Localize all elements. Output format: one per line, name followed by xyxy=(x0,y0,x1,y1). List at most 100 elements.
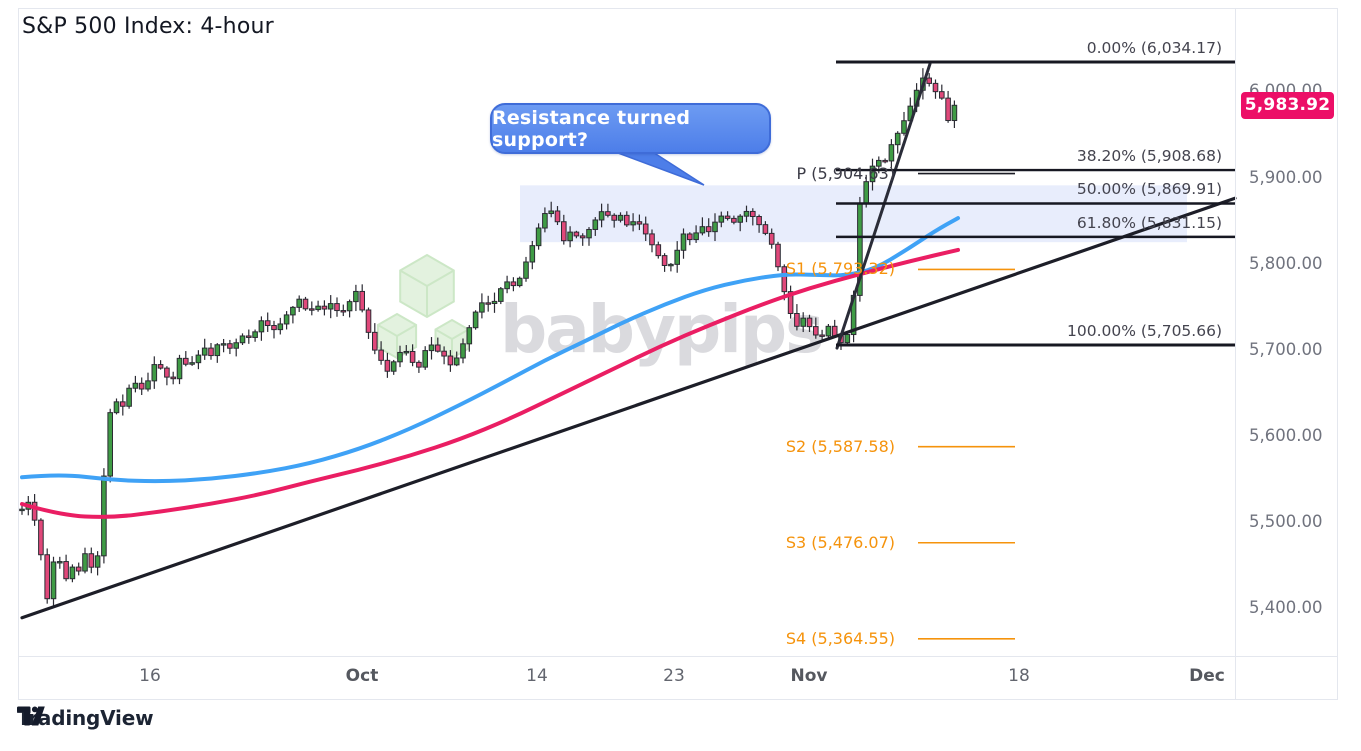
candle xyxy=(453,351,460,367)
candle-body xyxy=(579,235,586,239)
candle-body xyxy=(390,361,397,372)
rally-trendline[interactable] xyxy=(835,62,932,350)
candle-body xyxy=(523,261,529,279)
candle-body xyxy=(38,519,44,556)
candle xyxy=(605,203,611,218)
candle xyxy=(170,371,176,385)
candle-body xyxy=(888,144,895,162)
candle-body xyxy=(510,281,517,287)
candle-body xyxy=(435,344,441,352)
candle-body xyxy=(397,351,403,363)
fib-level-label: 61.80% (5,831.15) xyxy=(1076,213,1222,232)
candle xyxy=(573,230,580,239)
candle-body xyxy=(649,233,655,246)
support-zone[interactable] xyxy=(520,185,1187,243)
candle xyxy=(283,311,290,330)
candle-body xyxy=(661,255,668,266)
candle-body xyxy=(869,165,876,183)
x-tick-label: 18 xyxy=(1008,666,1030,686)
x-tick-label: 16 xyxy=(139,666,161,686)
candle xyxy=(340,304,347,317)
candle-body xyxy=(932,82,939,93)
annotation-callout-text: Resistance turned support? xyxy=(492,106,691,151)
candle-body xyxy=(239,335,246,344)
time-axis[interactable] xyxy=(18,656,1235,700)
candle xyxy=(762,221,769,236)
tradingview-logo-icon xyxy=(17,706,45,726)
candle-body xyxy=(214,344,221,357)
candle-body xyxy=(208,347,214,357)
candle xyxy=(246,329,252,344)
candle xyxy=(157,360,164,370)
pivot-level-label: S4 (5,364.55) xyxy=(785,628,895,648)
candle xyxy=(674,241,681,273)
candle xyxy=(75,562,82,576)
candle xyxy=(592,217,599,236)
candle xyxy=(176,354,183,385)
candle-body xyxy=(365,309,372,333)
candle xyxy=(756,214,762,233)
candle-body xyxy=(453,357,460,366)
candle-body xyxy=(31,501,38,521)
candle-body xyxy=(768,232,775,245)
fib-level-label: 50.00% (5,869.91) xyxy=(1076,180,1222,199)
babypips-cube-edge xyxy=(377,324,398,337)
candle xyxy=(195,350,202,370)
candle-body xyxy=(705,226,712,233)
fib-level-label: 100.00% (5,705.66) xyxy=(1066,321,1222,340)
candle xyxy=(113,398,120,415)
x-tick-label: Oct xyxy=(345,666,379,686)
candle xyxy=(378,341,384,365)
candle xyxy=(309,301,315,316)
annotation-callout[interactable]: Resistance turned support? xyxy=(490,103,771,154)
pivot-level-label: P (5,904.63) xyxy=(796,163,895,183)
candle-body xyxy=(372,331,378,351)
candle-body xyxy=(630,221,636,226)
candle-body xyxy=(775,243,781,268)
candle xyxy=(894,131,901,154)
candle xyxy=(183,351,189,367)
candle xyxy=(132,375,139,393)
candle xyxy=(819,329,825,341)
candle xyxy=(661,253,668,272)
ma-slow-pink xyxy=(20,247,960,519)
candle-body xyxy=(687,233,693,241)
candle-body xyxy=(302,298,309,310)
x-tick-label: Dec xyxy=(1189,666,1225,686)
candle xyxy=(416,360,422,373)
candle-body xyxy=(901,120,907,134)
candle xyxy=(189,356,195,366)
candle-body xyxy=(819,334,825,337)
candle-body xyxy=(277,323,284,331)
candle xyxy=(258,316,265,341)
candle-body xyxy=(246,335,252,338)
candle xyxy=(290,305,296,324)
candle-body xyxy=(75,566,82,572)
candle-body xyxy=(655,244,662,257)
candle-body xyxy=(699,226,706,234)
candle-body xyxy=(57,561,63,564)
candle-body xyxy=(126,387,132,407)
candle xyxy=(649,229,655,253)
primary-uptrend[interactable] xyxy=(20,196,1237,620)
candle xyxy=(164,366,170,386)
candle-body xyxy=(195,354,202,364)
candle-body xyxy=(189,362,195,365)
candle xyxy=(227,339,233,355)
candle-body xyxy=(416,361,422,368)
candle xyxy=(926,73,933,87)
candle-body xyxy=(176,357,183,380)
babypips-cube-edge xyxy=(435,328,453,340)
candle xyxy=(151,356,158,389)
candle-body xyxy=(113,401,120,414)
y-tick-label: 5,500.00 xyxy=(1249,512,1323,532)
candle-body xyxy=(403,350,410,354)
candle xyxy=(844,331,851,346)
candles-layer xyxy=(19,68,958,607)
candle xyxy=(901,111,907,136)
candle xyxy=(882,158,888,164)
candle xyxy=(806,314,813,333)
y-tick-label: 5,700.00 xyxy=(1249,339,1323,359)
